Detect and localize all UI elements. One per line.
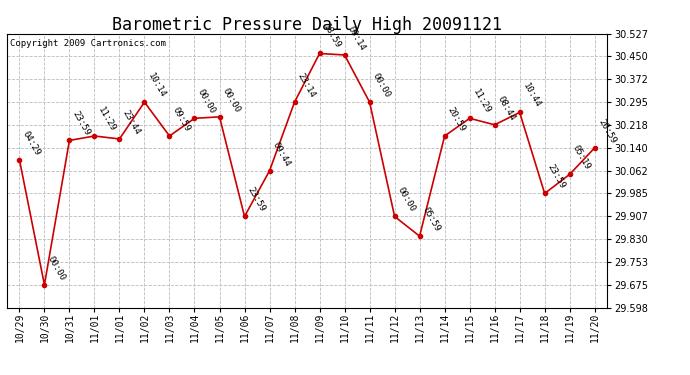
Text: 00:00: 00:00 bbox=[221, 86, 242, 114]
Text: 23:44: 23:44 bbox=[121, 108, 142, 136]
Text: 20:59: 20:59 bbox=[446, 105, 467, 133]
Text: 18:59: 18:59 bbox=[321, 23, 342, 51]
Text: 09:14: 09:14 bbox=[346, 24, 367, 52]
Text: 08:44: 08:44 bbox=[496, 94, 518, 122]
Text: 00:00: 00:00 bbox=[46, 254, 67, 282]
Text: 10:44: 10:44 bbox=[521, 82, 542, 110]
Text: 05:59: 05:59 bbox=[421, 206, 442, 233]
Text: 11:29: 11:29 bbox=[96, 105, 117, 133]
Text: 23:59: 23:59 bbox=[246, 186, 267, 214]
Title: Barometric Pressure Daily High 20091121: Barometric Pressure Daily High 20091121 bbox=[112, 16, 502, 34]
Text: 05:19: 05:19 bbox=[571, 144, 592, 171]
Text: 00:00: 00:00 bbox=[371, 72, 392, 99]
Text: 11:29: 11:29 bbox=[471, 88, 492, 116]
Text: 20:59: 20:59 bbox=[596, 117, 618, 145]
Text: Copyright 2009 Cartronics.com: Copyright 2009 Cartronics.com bbox=[10, 39, 166, 48]
Text: 23:14: 23:14 bbox=[296, 72, 317, 99]
Text: 00:00: 00:00 bbox=[196, 88, 217, 116]
Text: 04:29: 04:29 bbox=[21, 129, 42, 157]
Text: 09:59: 09:59 bbox=[171, 105, 192, 133]
Text: 09:44: 09:44 bbox=[271, 140, 292, 168]
Text: 00:00: 00:00 bbox=[396, 186, 417, 214]
Text: 23:59: 23:59 bbox=[546, 163, 567, 190]
Text: 10:14: 10:14 bbox=[146, 72, 167, 99]
Text: 23:59: 23:59 bbox=[71, 110, 92, 138]
